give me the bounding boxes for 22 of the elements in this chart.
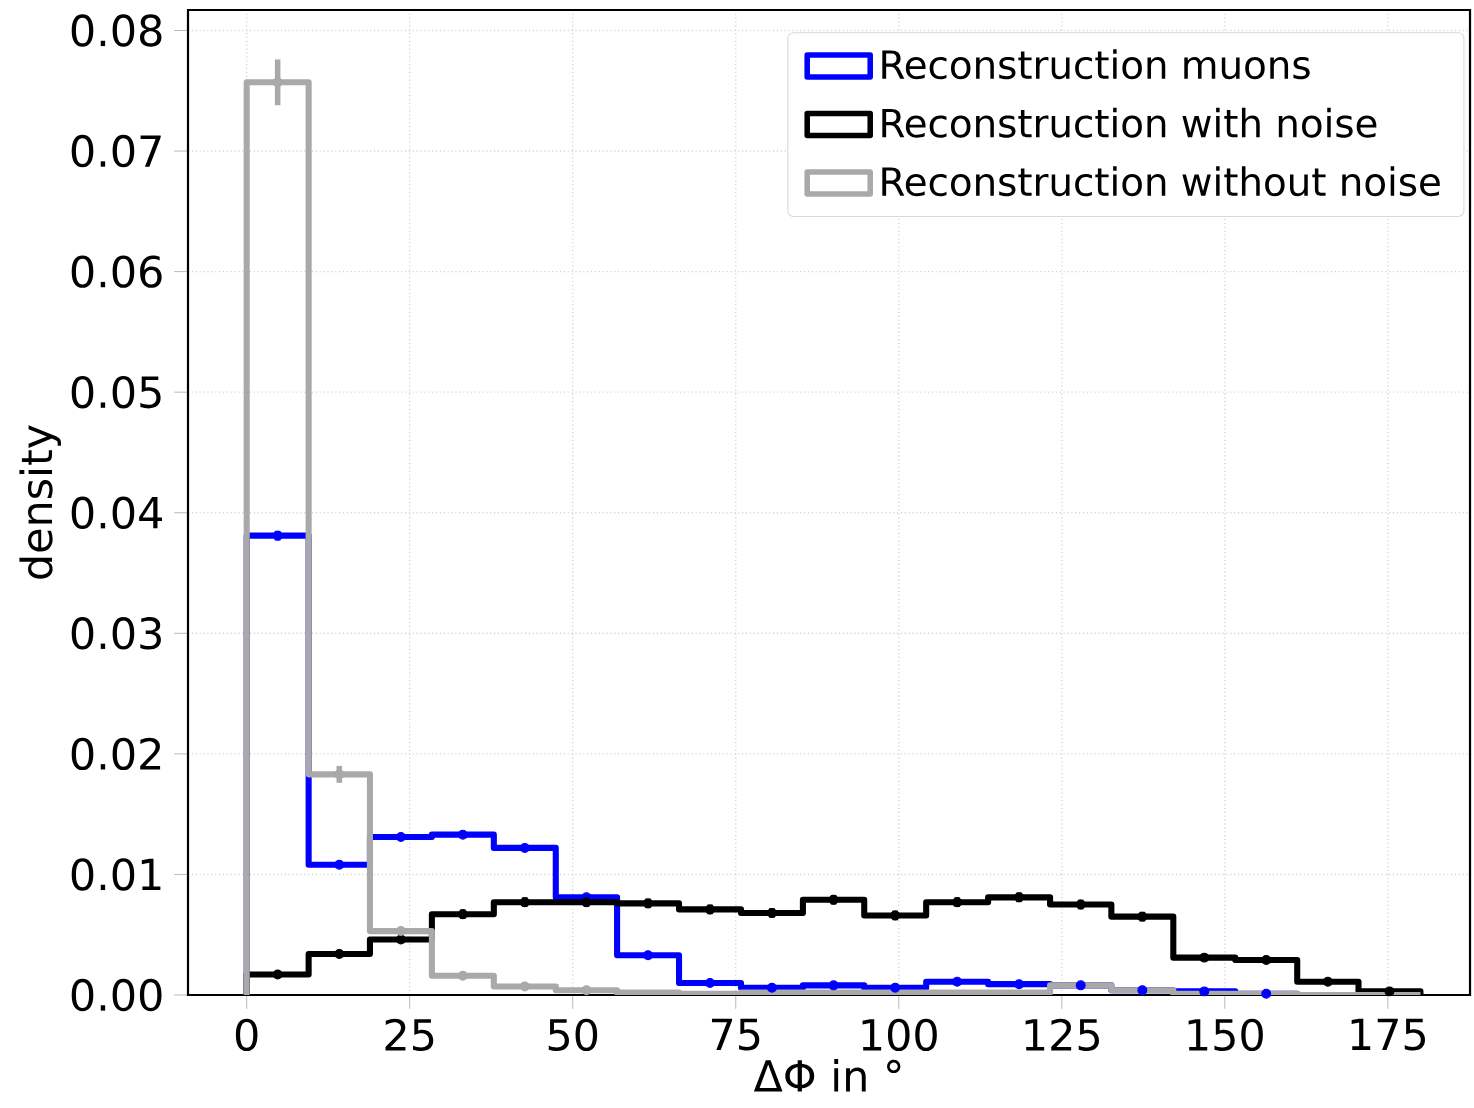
legend-label: Reconstruction with noise <box>882 107 1377 138</box>
y-axis-title: density <box>19 425 61 579</box>
x-axis-title: ΔΦ in ° <box>753 1058 901 1092</box>
x-tick-label: 175 <box>1351 1018 1425 1051</box>
x-tick-label: 150 <box>1188 1018 1263 1052</box>
x-tick-label: 125 <box>1025 1018 1099 1052</box>
x-tick-label: 25 <box>385 1018 434 1052</box>
y-tick-label: 0.06 <box>71 255 162 288</box>
x-tick-label: 75 <box>711 1018 760 1051</box>
y-tick-label: 0.02 <box>71 737 161 771</box>
y-tick-label: 0.05 <box>71 375 161 409</box>
x-tick-label: 100 <box>862 1018 937 1052</box>
legend-label: Reconstruction muons <box>882 49 1310 80</box>
x-tick-label: 50 <box>548 1018 598 1052</box>
y-tick-label: 0.07 <box>71 134 161 168</box>
y-tick-label: 0.01 <box>71 858 161 891</box>
y-tick-label: 0.00 <box>71 978 162 1012</box>
legend-label: Reconstruction without noise <box>882 166 1440 197</box>
y-tick-label: 0.08 <box>71 14 162 47</box>
y-tick-label: 0.03 <box>71 617 161 650</box>
x-tick-label: 0 <box>235 1018 258 1052</box>
y-tick-label: 0.04 <box>71 496 162 529</box>
